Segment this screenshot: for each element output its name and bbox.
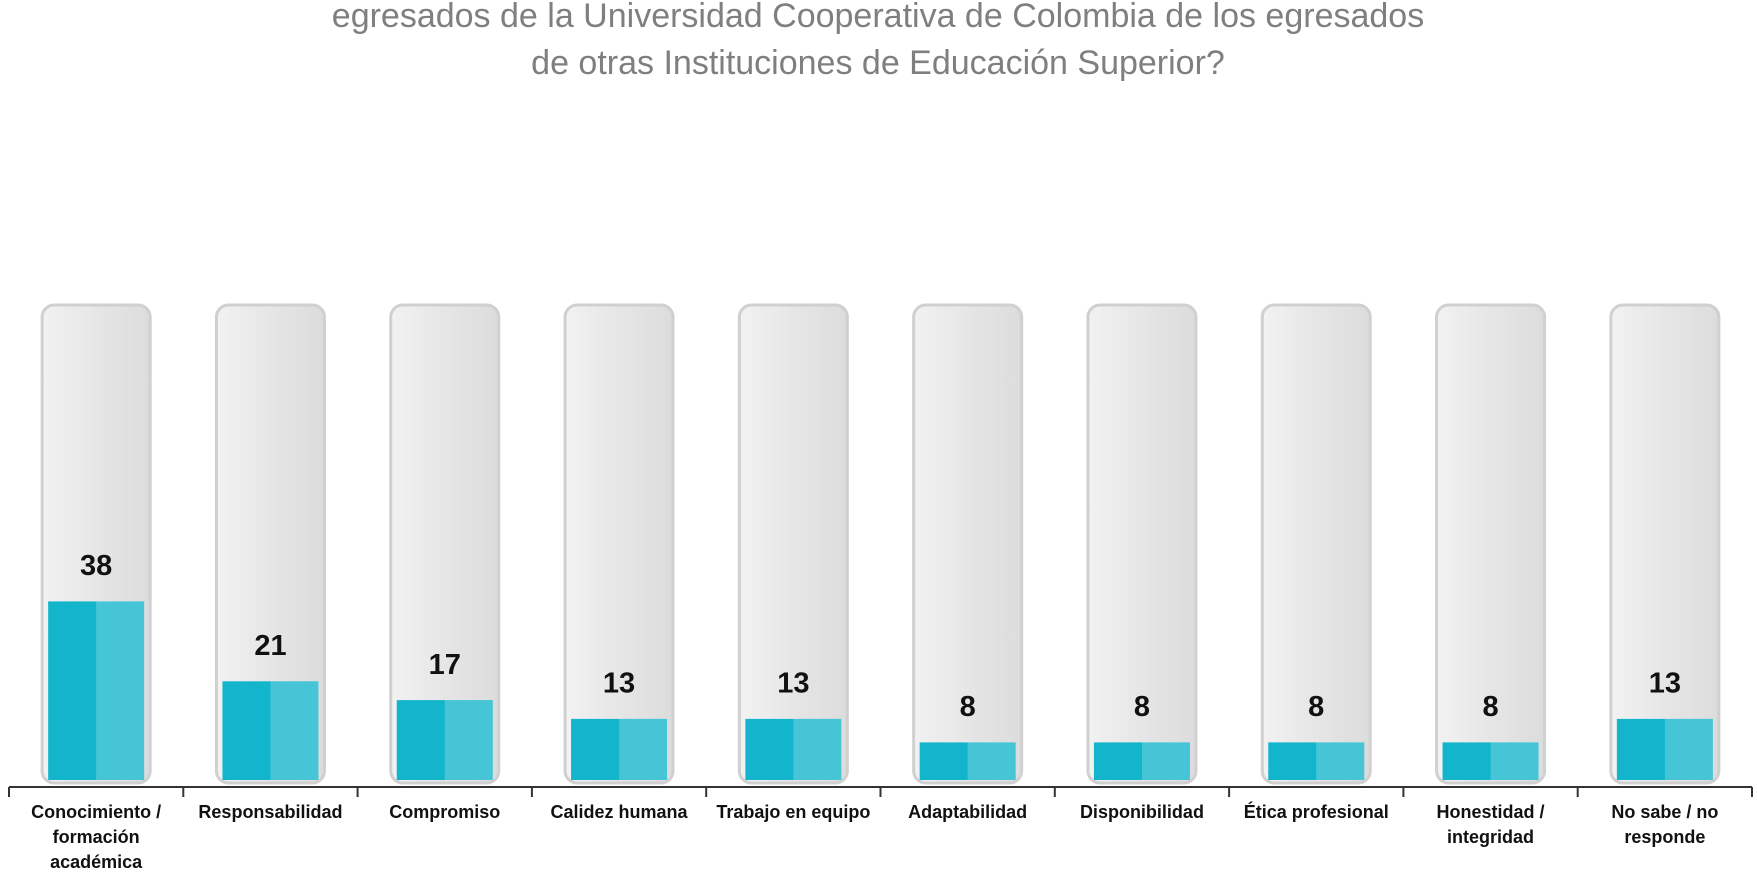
chart-title: egresados de la Universidad Cooperativa … [332,0,1424,35]
bar-highlight [1141,742,1190,780]
chart-title: de otras Instituciones de Educación Supe… [531,44,1225,82]
bar [745,718,842,780]
bar [1268,742,1365,780]
value-label: 13 [777,668,809,700]
tube [912,303,1024,785]
bar [1442,742,1539,780]
x-tick-label: Honestidad / integridad [1436,802,1545,847]
value-label: 13 [1649,668,1681,700]
bar [48,601,145,780]
x-tick-label: Ética profesional [1243,802,1389,822]
bar-highlight [96,601,145,780]
bar [1616,718,1713,780]
tube [214,303,326,785]
value-label: 17 [429,649,461,681]
x-tick-label: Trabajo en equipo [716,802,871,822]
tube [389,303,501,785]
bar-highlight [793,718,842,780]
bar [919,742,1016,780]
bar [222,681,319,780]
bar-highlight [270,681,319,780]
value-label: 8 [1134,691,1150,723]
x-tick-label: Compromiso [389,802,501,822]
bar-highlight [1490,742,1539,780]
x-tick-label: No sabe / no responde [1611,802,1719,847]
bar-highlight [619,718,668,780]
tube [563,303,675,785]
bar [1093,742,1190,780]
tube [1260,303,1372,785]
value-label: 8 [1482,691,1498,723]
x-tick-label: Disponibilidad [1079,802,1204,822]
tube [1609,303,1721,785]
bar [396,700,493,780]
value-label: 13 [603,668,635,700]
x-tick-label: Responsabilidad [198,802,343,822]
tube [737,303,849,785]
value-label: 8 [960,691,976,723]
x-tick-label: Conocimiento / formación académica [31,802,162,872]
bar-highlight [444,700,493,780]
value-label: 21 [254,630,286,662]
x-tick-label: Adaptabilidad [908,802,1028,822]
bar [571,718,668,780]
bar-highlight [967,742,1016,780]
tube [1086,303,1198,785]
value-label: 38 [80,550,112,582]
bar-highlight [1664,718,1713,780]
bar-highlight [1316,742,1365,780]
value-label: 8 [1308,691,1324,723]
tube [1435,303,1547,785]
x-tick-label: Calidez humana [550,802,688,822]
